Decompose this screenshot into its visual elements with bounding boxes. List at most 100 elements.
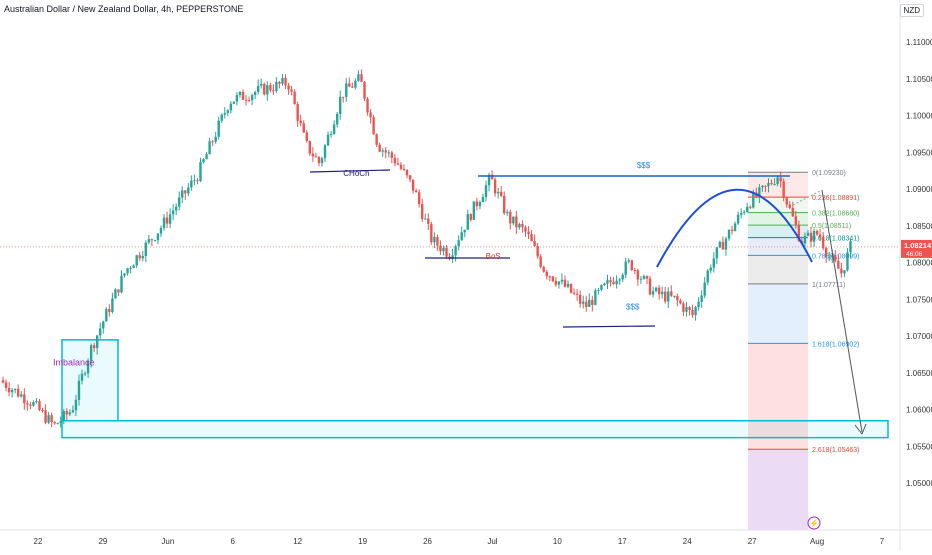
candle-body bbox=[733, 223, 737, 232]
candle-body bbox=[478, 202, 482, 207]
candle-body bbox=[427, 218, 430, 224]
x-tick-label: 26 bbox=[423, 537, 432, 546]
annotation-label: BoS bbox=[486, 252, 501, 261]
candle-body bbox=[1, 380, 5, 383]
candle-body bbox=[320, 158, 324, 164]
candle-body bbox=[83, 373, 87, 375]
candle-body bbox=[752, 192, 755, 208]
candle-body bbox=[831, 255, 834, 258]
y-tick-label: 1.07500 bbox=[906, 295, 932, 304]
candle-body bbox=[636, 270, 640, 280]
candle-body bbox=[551, 276, 555, 282]
candle-body bbox=[506, 211, 509, 214]
candle-body bbox=[235, 95, 239, 102]
x-tick-label: 12 bbox=[293, 537, 302, 546]
candle-body bbox=[764, 185, 767, 187]
candle-body bbox=[746, 206, 749, 212]
candle-body bbox=[727, 229, 731, 239]
candle-body bbox=[56, 423, 59, 425]
candle-body bbox=[451, 255, 454, 259]
candle-body bbox=[53, 422, 56, 424]
projection-arrow-line bbox=[821, 189, 863, 433]
candle-body bbox=[256, 85, 260, 93]
lightning-icon bbox=[807, 516, 821, 530]
candle-body bbox=[828, 257, 831, 259]
candle-body bbox=[530, 234, 533, 242]
candle-body bbox=[354, 80, 357, 88]
fib-level-label: 0.618(1.08341) bbox=[812, 236, 859, 243]
candle-body bbox=[372, 117, 375, 135]
candle-body bbox=[518, 223, 521, 228]
candle-body bbox=[818, 234, 822, 237]
candle-body bbox=[102, 321, 105, 329]
candle-body bbox=[181, 190, 184, 198]
candle-body bbox=[123, 273, 126, 276]
candle-body bbox=[691, 309, 694, 316]
candle-body bbox=[414, 190, 418, 193]
candle-body bbox=[700, 295, 703, 302]
liquidity-line-bottom bbox=[562, 325, 656, 328]
candle-body bbox=[421, 203, 424, 219]
candle-body bbox=[724, 238, 728, 250]
candle-body bbox=[111, 298, 114, 312]
candle-body bbox=[445, 247, 448, 257]
fib-level-label: 1.618(1.06902) bbox=[812, 341, 859, 348]
candle-body bbox=[521, 223, 524, 228]
candle-body bbox=[65, 411, 69, 415]
candle-body bbox=[293, 91, 296, 105]
candle-body bbox=[366, 98, 369, 113]
candle-body bbox=[761, 185, 764, 188]
candle-body bbox=[96, 335, 99, 349]
candle-body bbox=[238, 91, 242, 96]
candle-body bbox=[821, 236, 825, 249]
candle-body bbox=[591, 299, 594, 305]
rounding-top-arc bbox=[656, 188, 813, 268]
candle-body bbox=[317, 156, 321, 164]
candle-body bbox=[308, 140, 312, 154]
candle-body bbox=[542, 266, 545, 272]
candle-body bbox=[193, 180, 196, 182]
candle-body bbox=[138, 255, 141, 259]
candle-body bbox=[196, 180, 199, 182]
candle-body bbox=[657, 287, 661, 295]
candle-body bbox=[718, 241, 722, 248]
candle-body bbox=[736, 214, 740, 224]
candle-body bbox=[442, 247, 445, 252]
candle-body bbox=[654, 287, 658, 292]
candle-body bbox=[621, 274, 624, 280]
candle-body bbox=[290, 89, 293, 92]
candle-body bbox=[32, 402, 35, 406]
candle-body bbox=[360, 74, 363, 82]
candle-body bbox=[23, 394, 26, 404]
candle-body bbox=[144, 242, 147, 256]
candle-body bbox=[515, 216, 518, 228]
candle-body bbox=[187, 187, 190, 194]
candle-body bbox=[600, 285, 603, 290]
candle-body bbox=[664, 291, 667, 302]
projection-dotted-line bbox=[792, 189, 823, 206]
candle-body bbox=[803, 235, 807, 244]
currency-badge[interactable]: NZD bbox=[899, 4, 924, 17]
candle-body bbox=[739, 212, 743, 215]
candle-body bbox=[454, 246, 457, 256]
candle-body bbox=[71, 410, 75, 413]
candle-body bbox=[840, 268, 843, 274]
x-tick-label: 17 bbox=[618, 537, 627, 546]
candle-body bbox=[153, 240, 157, 242]
candle-body bbox=[405, 169, 409, 176]
candle-body bbox=[709, 267, 712, 271]
candle-body bbox=[269, 85, 272, 91]
candle-body bbox=[703, 282, 706, 296]
candle-body bbox=[767, 182, 770, 187]
candle-body bbox=[588, 299, 591, 307]
x-tick-label: 24 bbox=[683, 537, 692, 546]
candle-body bbox=[29, 404, 32, 406]
candle-body bbox=[275, 81, 278, 91]
target-zone bbox=[61, 419, 889, 439]
candle-body bbox=[335, 113, 339, 125]
candle-body bbox=[302, 123, 305, 133]
candle-body bbox=[493, 179, 497, 194]
choch-line bbox=[309, 169, 391, 173]
